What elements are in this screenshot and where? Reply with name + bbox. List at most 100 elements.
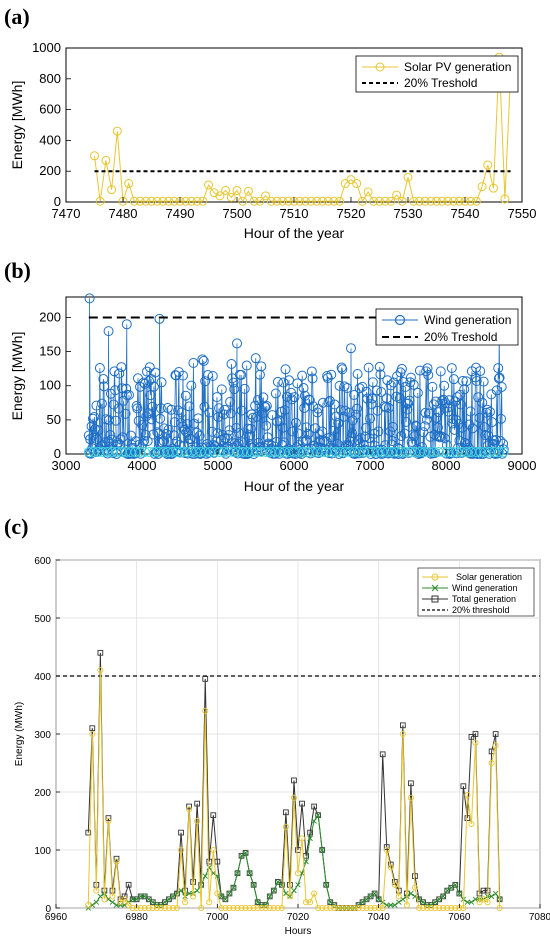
panel-a-legend-solar-marker xyxy=(375,62,385,72)
panel-c-legend-wind-label: Wind generation xyxy=(452,583,518,593)
panel-a-x-tick-label: 7480 xyxy=(109,206,138,221)
panel-c-solar-point xyxy=(347,904,354,912)
panel-b-wind-point xyxy=(387,421,398,432)
panel-a-solar-point xyxy=(186,196,196,206)
panel-c-solar-point xyxy=(198,904,205,912)
panel-c-wind-point xyxy=(327,899,333,905)
panel-b-wind-point xyxy=(236,369,247,380)
panel-c-solar-point xyxy=(141,904,148,912)
panel-b-wind-point xyxy=(173,405,184,416)
panel-c-wind-point xyxy=(311,818,317,824)
panel-b-wind-point xyxy=(401,416,412,427)
panel-b-wind-point xyxy=(270,388,281,399)
panel-b-wind-point xyxy=(225,408,236,419)
panel-c-solar-point xyxy=(125,902,132,909)
panel-b-wind-point xyxy=(498,438,509,449)
panel-b-wind-point xyxy=(237,437,248,448)
panel-b-wind-point xyxy=(110,415,121,426)
panel-b-wind-point xyxy=(191,427,202,438)
panel-b-wind-point xyxy=(202,369,213,380)
panel-b-wind-point xyxy=(169,417,180,428)
panel-b-wind-point xyxy=(142,436,153,447)
panel-b-wind-point xyxy=(495,435,506,446)
panel-b-wind-point xyxy=(323,397,334,408)
panel-c-x-tick-label: 7060 xyxy=(448,912,471,923)
panel-b-wind-point xyxy=(408,379,419,390)
panel-c-wind-point xyxy=(202,873,208,879)
panel-c-total-point xyxy=(194,800,201,807)
panel-a-solar-point xyxy=(232,185,242,195)
panel-b-wind-point xyxy=(351,409,362,420)
panel-c-solar-point xyxy=(274,904,281,912)
panel-c-x-tick-label: 7020 xyxy=(287,912,310,923)
panel-c-wind-point xyxy=(420,899,426,905)
panel-a-solar-point xyxy=(363,187,373,197)
panel-c-total-point xyxy=(230,884,237,891)
panel-c-total-point xyxy=(214,858,221,865)
panel-c-solar-point xyxy=(472,739,479,746)
panel-a-letter: (a) xyxy=(4,4,30,29)
panel-c-legend-threshold-label: 20% threshold xyxy=(452,605,510,615)
panel-a-ticks: 7470 7480 7490 7500 7510 7520 7530 7540 7550 0 200… xyxy=(32,40,536,221)
panel-c-solar-point xyxy=(367,904,374,912)
panel-a-solar-point xyxy=(397,196,407,206)
panel-b-wind-point xyxy=(435,432,446,443)
panel-b-wind-point xyxy=(171,436,182,447)
panel-b-wind-point xyxy=(115,434,126,445)
panel-b-wind-point xyxy=(219,404,230,415)
panel-c-total-point xyxy=(166,896,172,903)
panel-b-wind-point xyxy=(118,395,129,406)
panel-a-solar-point xyxy=(129,196,139,206)
panel-c-wind-point xyxy=(271,887,277,894)
panel-c-total-point xyxy=(456,890,463,897)
panel-b-wind-point xyxy=(194,430,205,441)
panel-b-wind-point xyxy=(116,362,127,373)
panel-b-wind-point xyxy=(176,407,187,418)
panel-c-solar-point xyxy=(363,904,370,912)
panel-b-wind-point xyxy=(132,403,143,414)
panel-a-solar-point xyxy=(147,196,156,206)
panel-a-solar-point xyxy=(335,196,345,206)
panel-c-total-point xyxy=(291,777,297,784)
panel-b-wind-point xyxy=(314,429,325,440)
panel-b-x-tick-label: 8000 xyxy=(432,458,461,473)
panel-b-wind-point xyxy=(247,412,258,423)
panel-b-wind-point xyxy=(207,426,218,437)
panel-c-legend-solar-marker xyxy=(431,573,439,581)
panel-b-wind-point xyxy=(382,375,393,386)
panel-c-solar-point xyxy=(246,904,253,912)
panel-b-wind-point xyxy=(352,368,363,379)
panel-b-wind-point xyxy=(349,389,360,400)
panel-c-total-point xyxy=(250,881,257,888)
panel-c-total-point xyxy=(432,899,438,906)
panel-a-solar-point xyxy=(483,160,493,170)
panel-c-solar-point xyxy=(468,820,475,827)
panel-c-solar-point xyxy=(480,896,487,903)
panel-c-wind-point xyxy=(464,899,471,905)
panel-c-total-point xyxy=(186,803,192,810)
panel-b-wind-point xyxy=(405,372,416,383)
panel-c: (c) 6960 6980 7000 7020 7040 7060 7080 0 100 200 3… xyxy=(4,514,550,937)
panel-a-y-tick-label: 400 xyxy=(39,132,61,147)
panel-b-wind-point xyxy=(216,435,227,446)
panel-a-x-tick-label: 7510 xyxy=(280,206,309,221)
panel-b-wind-point xyxy=(365,448,376,459)
panel-c-total-point xyxy=(149,899,156,906)
panel-b-wind-point xyxy=(420,407,431,418)
panel-b-wind-point xyxy=(438,394,449,405)
panel-c-solar-point xyxy=(121,896,128,903)
panel-c-solar-point xyxy=(182,899,189,906)
panel-a-solar-point xyxy=(152,196,162,206)
panel-b-wind-point xyxy=(346,343,356,354)
panel-c-x-tick-label: 6980 xyxy=(126,912,149,923)
panel-a-solar-point xyxy=(226,192,236,202)
panel-b-legend-wind-label: Wind generation xyxy=(424,313,511,327)
panel-b-wind-point xyxy=(409,431,420,442)
panel-c-x-tick-label: 6960 xyxy=(45,912,68,923)
panel-b-wind-point xyxy=(204,407,215,418)
panel-b-wind-point xyxy=(295,443,306,454)
panel-c-solar-point xyxy=(113,858,120,865)
panel-b-wind-point xyxy=(239,383,250,394)
panel-c-wind-point xyxy=(440,893,446,900)
panel-b-wind-point xyxy=(91,400,102,411)
